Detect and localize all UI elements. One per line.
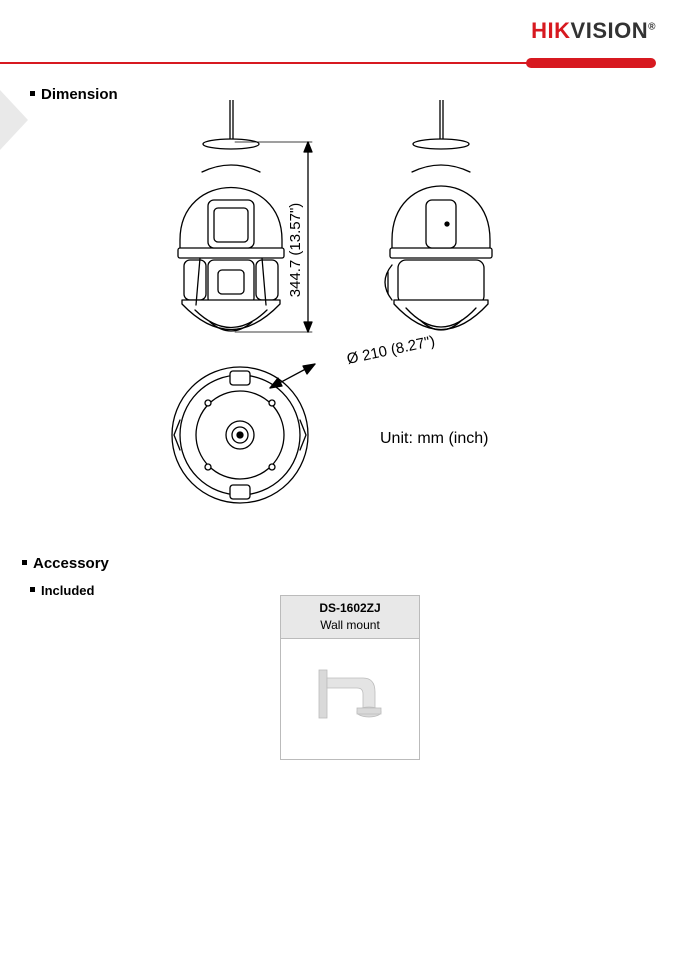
side-decoration [0,90,28,150]
brand-part1: HIK [531,18,570,43]
bullet-icon [30,587,35,592]
accessory-desc: Wall mount [287,617,413,634]
section-title-accessory: Accessory [22,555,109,572]
dimension-diagram: 344.7 (13.57") [140,100,600,530]
brand-part2: VISION [571,18,649,43]
bullet-icon [30,91,35,96]
accessory-table: DS-1602ZJ Wall mount [280,595,420,760]
header-divider [0,58,686,68]
diameter-dimension: Ø 210 (8.27") [270,333,436,388]
section-title-dimension: Dimension [30,86,118,103]
dimension-svg: 344.7 (13.57") [140,100,600,530]
diameter-text: Ø 210 (8.27") [345,333,436,368]
accessory-header: DS-1602ZJ Wall mount [281,596,419,639]
side-view [385,100,492,330]
unit-label: Unit: mm (inch) [380,430,488,448]
section-title-included: Included [30,583,94,598]
height-text: 344.7 (13.57") [287,203,304,298]
bullet-icon [22,560,27,565]
front-view [178,100,284,331]
wall-mount-icon [305,654,395,744]
brand-reg: ® [648,22,656,33]
accessory-image-cell [281,639,419,759]
header-pill [526,58,656,68]
included-label: Included [41,583,94,598]
accessory-label: Accessory [33,555,109,572]
dimension-label: Dimension [41,86,118,103]
bottom-view [172,367,308,503]
brand-logo: HIKVISION® [531,18,656,44]
accessory-model: DS-1602ZJ [287,600,413,617]
